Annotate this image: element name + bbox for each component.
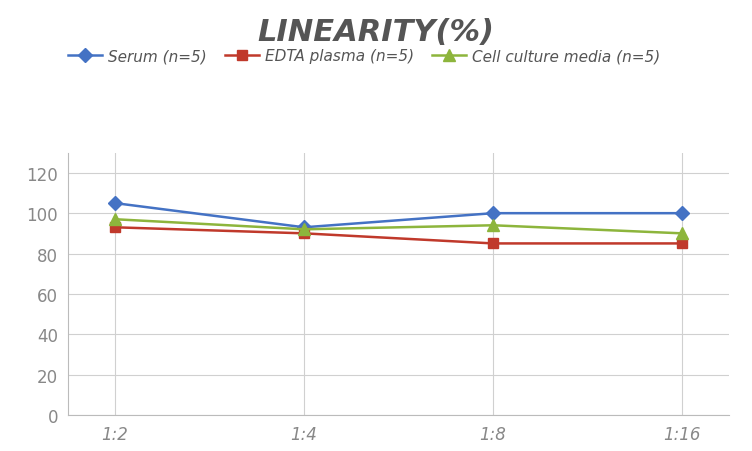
Text: LINEARITY(%): LINEARITY(%) (257, 18, 495, 47)
Line: EDTA plasma (n=5): EDTA plasma (n=5) (110, 223, 687, 249)
EDTA plasma (n=5) (111, 225, 120, 230)
Line: Serum (n=5): Serum (n=5) (110, 199, 687, 233)
Cell culture media (n=5) (299, 227, 308, 233)
EDTA plasma (n=5) (489, 241, 498, 247)
Legend: Serum (n=5), EDTA plasma (n=5), Cell culture media (n=5): Serum (n=5), EDTA plasma (n=5), Cell cul… (62, 43, 666, 70)
Line: Cell culture media (n=5): Cell culture media (n=5) (109, 214, 688, 239)
EDTA plasma (n=5) (299, 231, 308, 236)
Serum (n=5) (678, 211, 687, 216)
Serum (n=5) (489, 211, 498, 216)
EDTA plasma (n=5) (678, 241, 687, 247)
Cell culture media (n=5) (111, 217, 120, 222)
Serum (n=5) (111, 201, 120, 207)
Cell culture media (n=5) (678, 231, 687, 236)
Cell culture media (n=5) (489, 223, 498, 229)
Serum (n=5) (299, 225, 308, 230)
